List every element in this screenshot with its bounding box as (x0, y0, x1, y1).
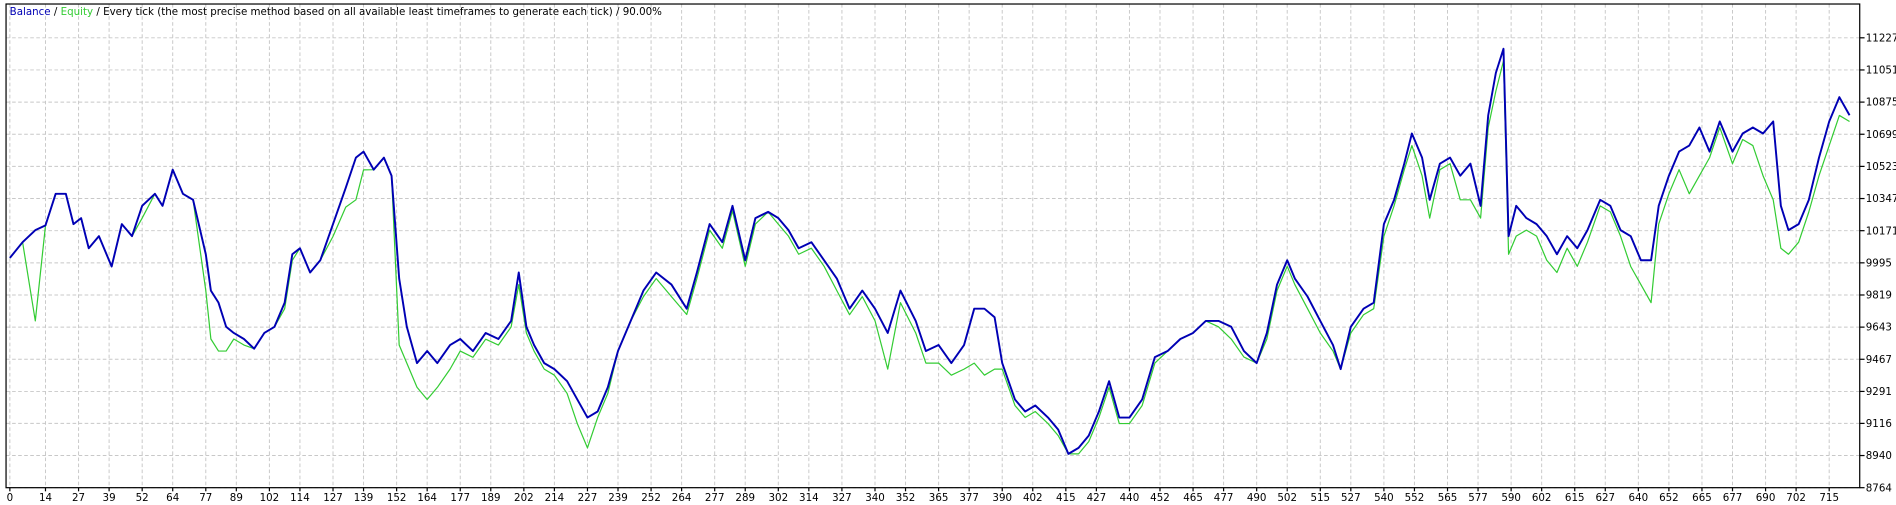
y-tick-label: 11051 (1866, 65, 1896, 77)
y-tick-label: 9643 (1866, 322, 1892, 334)
y-tick-label: 10523 (1866, 161, 1896, 173)
x-tick-label: 77 (199, 492, 212, 504)
grid (6, 4, 1860, 489)
y-tick-label: 10699 (1866, 129, 1896, 141)
x-tick-label: 640 (1629, 492, 1649, 504)
x-tick-label: 527 (1341, 492, 1361, 504)
y-tick-label: 10875 (1866, 97, 1896, 109)
y-tick-label: 9116 (1866, 418, 1892, 430)
x-tick-label: 239 (608, 492, 628, 504)
x-tick-label: 590 (1501, 492, 1521, 504)
x-tick-label: 402 (1023, 492, 1043, 504)
x-tick-label: 427 (1087, 492, 1107, 504)
x-tick-label: 702 (1786, 492, 1806, 504)
x-tick-label: 0 (7, 492, 14, 504)
x-tick-label: 677 (1723, 492, 1743, 504)
y-tick-label: 11227 (1866, 32, 1896, 44)
x-tick-label: 114 (290, 492, 310, 504)
chart-title: Balance / Equity / Every tick (the most … (10, 6, 662, 18)
x-tick-label: 27 (72, 492, 85, 504)
x-tick-label: 690 (1756, 492, 1776, 504)
x-tick-label: 490 (1247, 492, 1267, 504)
x-tick-label: 715 (1819, 492, 1839, 504)
x-tick-label: 552 (1405, 492, 1425, 504)
x-tick-label: 615 (1565, 492, 1585, 504)
x-tick-label: 202 (514, 492, 534, 504)
lines (9, 47, 1851, 455)
x-tick-label: 214 (545, 492, 565, 504)
x-tick-label: 515 (1310, 492, 1330, 504)
y-tick-label: 9291 (1866, 386, 1892, 398)
x-tick-label: 665 (1692, 492, 1712, 504)
x-tick-label: 415 (1056, 492, 1076, 504)
x-tick-label: 577 (1468, 492, 1488, 504)
x-tick-label: 540 (1374, 492, 1394, 504)
x-tick-label: 652 (1659, 492, 1679, 504)
x-tick-label: 452 (1150, 492, 1170, 504)
y-tick-label: 8764 (1866, 482, 1892, 494)
x-tick-label: 64 (166, 492, 179, 504)
y-tick-label: 8940 (1866, 450, 1892, 462)
x-tick-label: 289 (735, 492, 755, 504)
x-tick-label: 164 (417, 492, 437, 504)
y-tick-label: 10347 (1866, 193, 1896, 205)
x-tick-label: 139 (354, 492, 374, 504)
x-tick-label: 465 (1183, 492, 1203, 504)
x-tick-label: 102 (260, 492, 280, 504)
x-tick-label: 314 (799, 492, 819, 504)
x-tick-label: 39 (103, 492, 116, 504)
x-tick-label: 277 (705, 492, 725, 504)
plot-frame (5, 3, 1861, 489)
y-tick-label: 9995 (1866, 257, 1892, 269)
title-separator: / (54, 6, 58, 18)
y-tick-label: 9467 (1866, 354, 1892, 366)
series-line (9, 47, 1851, 455)
x-tick-label: 327 (832, 492, 852, 504)
x-tick-label: 302 (769, 492, 789, 504)
y-tick-label: 9819 (1866, 290, 1892, 302)
legend-balance: Balance (10, 6, 51, 18)
y-tick-label: 10171 (1866, 225, 1896, 237)
title-separator: / (96, 6, 100, 18)
x-tick-label: 340 (865, 492, 885, 504)
x-tick-label: 52 (136, 492, 149, 504)
x-tick-label: 602 (1532, 492, 1552, 504)
x-tick-label: 627 (1595, 492, 1615, 504)
series-line (9, 60, 1850, 455)
x-tick-label: 377 (959, 492, 979, 504)
x-tick-label: 89 (230, 492, 243, 504)
x-tick-label: 477 (1214, 492, 1234, 504)
legend-equity: Equity (61, 6, 93, 18)
x-tick-label: 227 (578, 492, 598, 504)
x-tick-label: 565 (1438, 492, 1458, 504)
x-tick-label: 390 (992, 492, 1012, 504)
x-tick-label: 127 (323, 492, 343, 504)
x-tick-label: 352 (896, 492, 916, 504)
x-tick-label: 502 (1277, 492, 1297, 504)
title-suffix: Every tick (the most precise method base… (103, 6, 662, 18)
x-tick-label: 264 (672, 492, 692, 504)
x-tick-label: 177 (450, 492, 470, 504)
x-tick-label: 440 (1120, 492, 1140, 504)
x-tick-label: 152 (387, 492, 407, 504)
x-tick-label: 14 (39, 492, 52, 504)
x-tick-label: 252 (641, 492, 661, 504)
x-tick-label: 365 (929, 492, 949, 504)
x-tick-label: 189 (481, 492, 501, 504)
